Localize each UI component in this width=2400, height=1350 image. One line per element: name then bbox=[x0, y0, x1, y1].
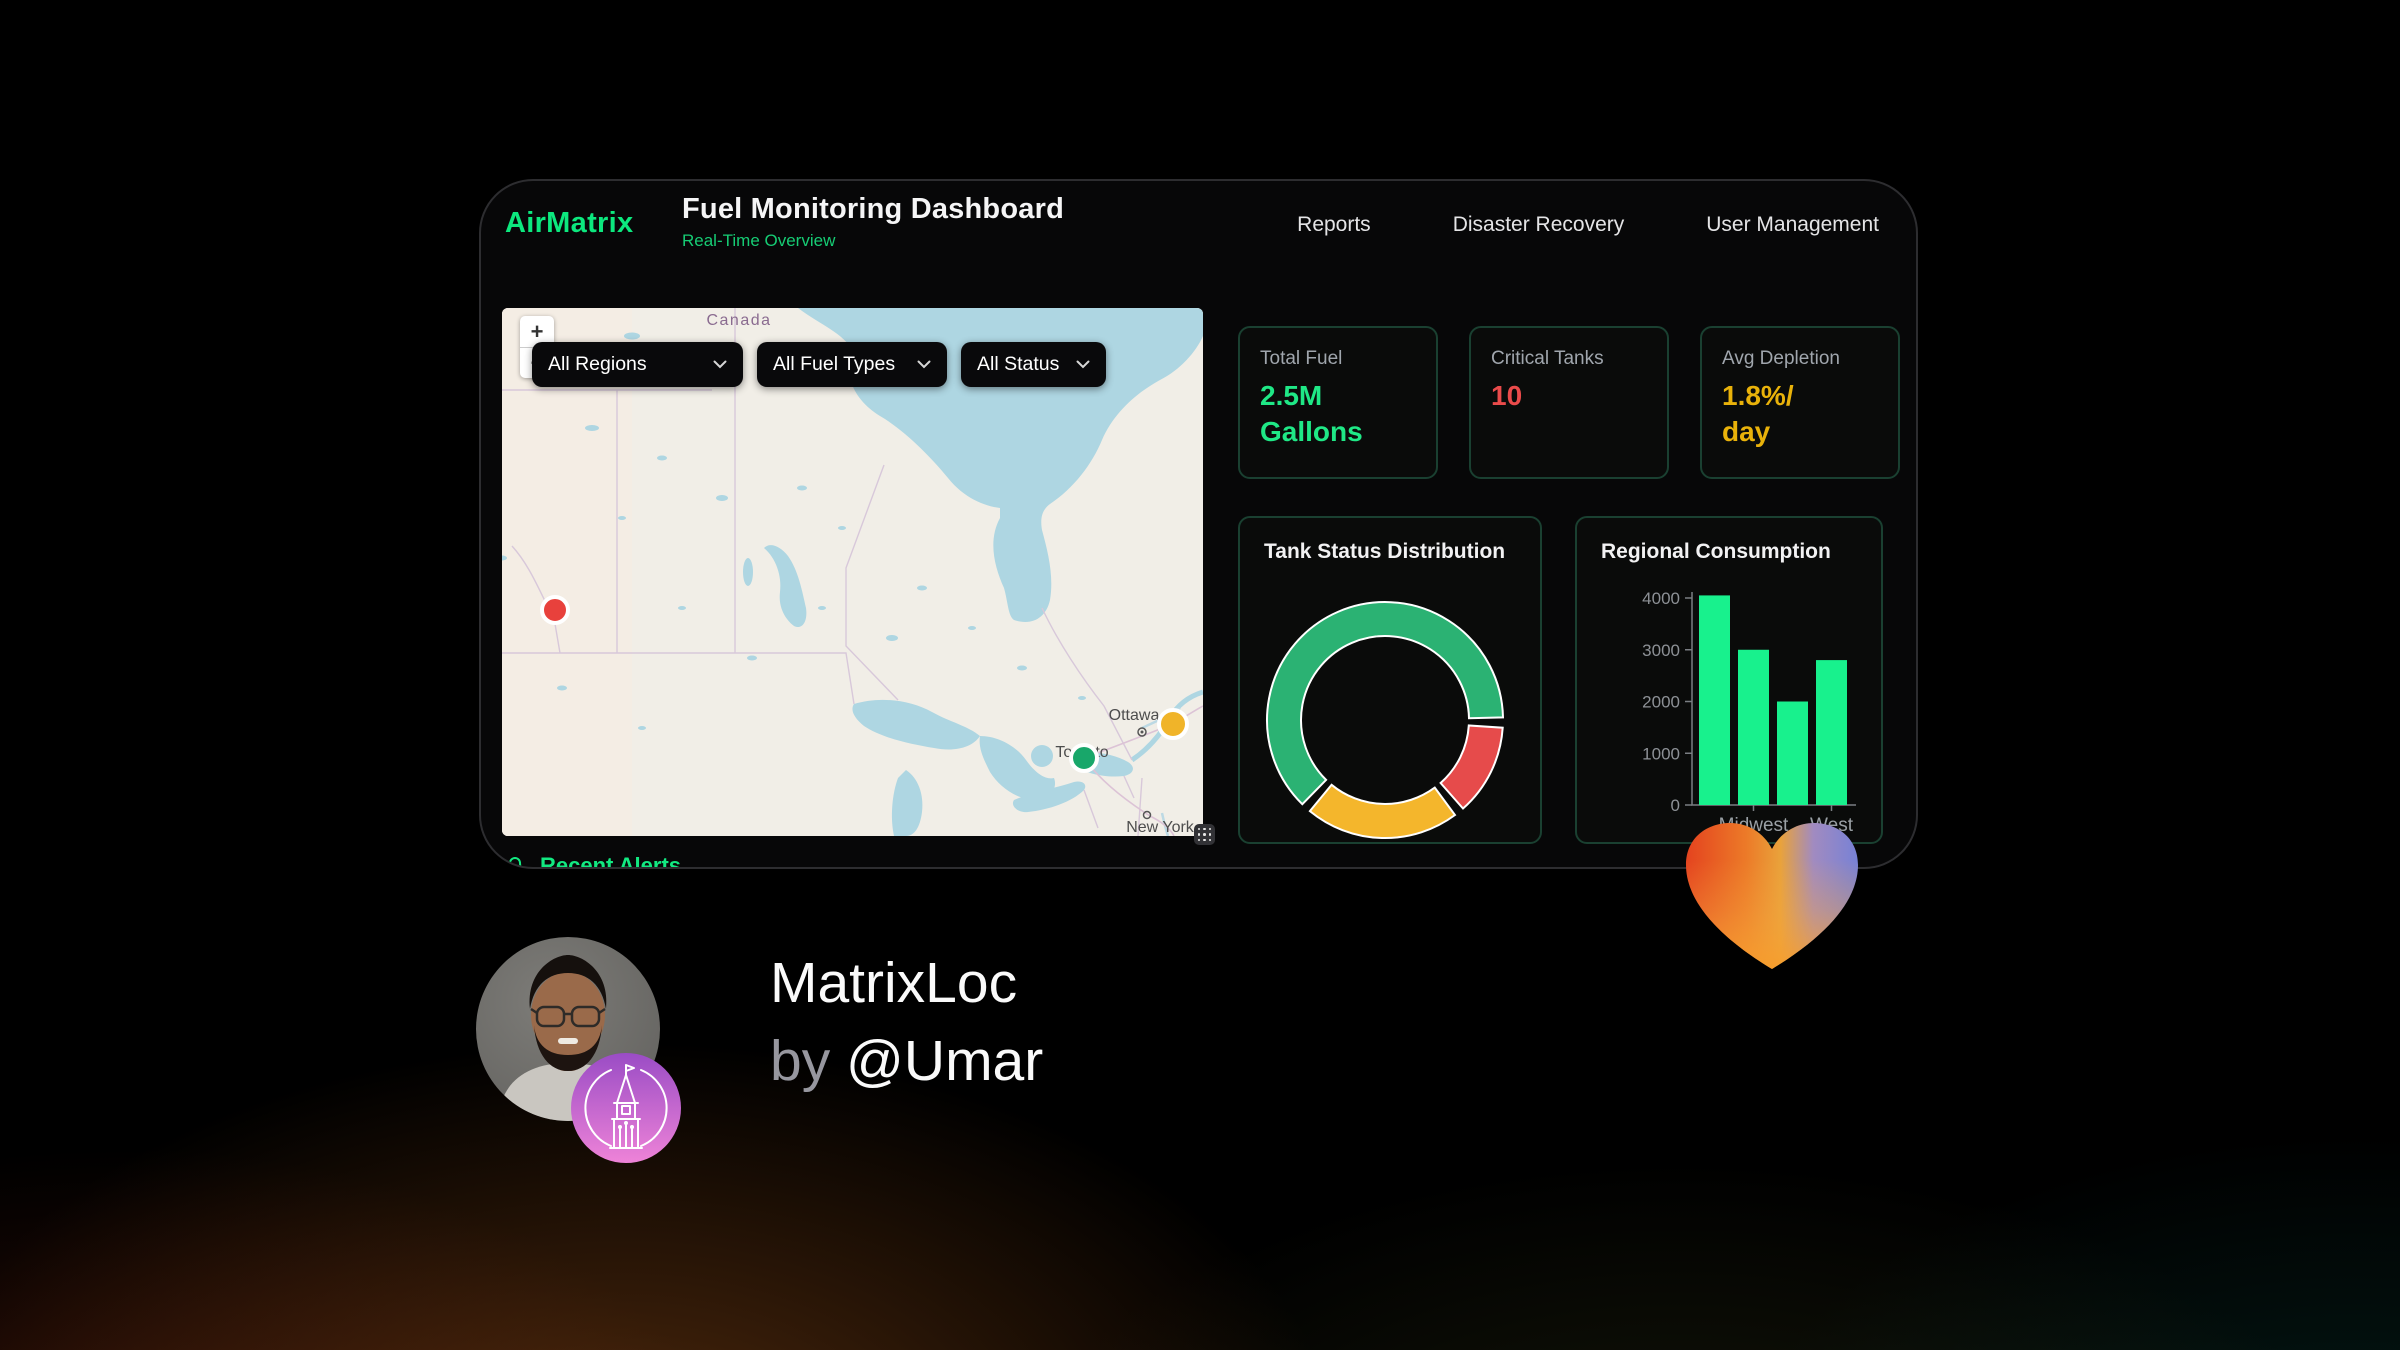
filter-all-status[interactable]: All Status bbox=[961, 342, 1106, 387]
stat-card-avg-depletion: Avg Depletion 1.8%/ day bbox=[1700, 326, 1900, 479]
credit-title: MatrixLoc bbox=[770, 951, 1018, 1015]
map-water-lake-michigan bbox=[891, 770, 923, 836]
filter-label: All Status bbox=[977, 353, 1060, 375]
stat-value-line: day bbox=[1722, 415, 1771, 447]
credit-author: @Umar bbox=[846, 1029, 1044, 1093]
svg-text:4000: 4000 bbox=[1642, 589, 1680, 608]
nav-item-user-management[interactable]: User Management bbox=[1706, 213, 1879, 236]
zoom-in-button[interactable]: + bbox=[530, 318, 544, 344]
svg-text:3000: 3000 bbox=[1642, 641, 1680, 660]
filter-label: All Regions bbox=[548, 353, 647, 375]
header-titles: Fuel Monitoring Dashboard Real-Time Over… bbox=[682, 193, 1064, 251]
filter-all-fuel-types[interactable]: All Fuel Types bbox=[757, 342, 947, 387]
city-dot-icon bbox=[1137, 727, 1147, 737]
donut-chart bbox=[1266, 601, 1505, 839]
stat-value-line: Gallons bbox=[1260, 415, 1363, 447]
chart-title: Tank Status Distribution bbox=[1264, 540, 1506, 563]
city-dot-icon bbox=[1142, 810, 1152, 820]
stat-label: Avg Depletion bbox=[1722, 348, 1840, 369]
svg-text:1000: 1000 bbox=[1642, 744, 1680, 763]
stat-value-line: 1.8%/ bbox=[1722, 380, 1794, 411]
chevron-down-icon bbox=[917, 360, 931, 369]
page-title: Fuel Monitoring Dashboard bbox=[682, 193, 1064, 225]
map-filters: All Regions All Fuel Types All Status bbox=[532, 342, 1106, 387]
recent-alerts-header: Recent Alerts bbox=[502, 853, 682, 869]
chevron-down-icon bbox=[713, 360, 727, 369]
bell-icon bbox=[508, 857, 522, 867]
map-water-lake-erie bbox=[1012, 781, 1086, 813]
stat-value: 2.5M Gallons bbox=[1260, 378, 1416, 450]
filter-label: All Fuel Types bbox=[773, 353, 896, 375]
map-canvas: Canada Ottawa Toronto New York bbox=[502, 308, 1203, 836]
fuel-map[interactable]: Canada Ottawa Toronto New York + − bbox=[502, 308, 1203, 836]
credit-by: by bbox=[770, 1029, 831, 1093]
drag-handle-grid-icon[interactable] bbox=[1194, 824, 1215, 845]
tank-marker-critical[interactable] bbox=[540, 595, 570, 625]
stat-value-line: 10 bbox=[1491, 380, 1523, 411]
stat-label: Total Fuel bbox=[1260, 348, 1343, 369]
avatar-glasses bbox=[530, 1005, 606, 1028]
stat-card-critical-tanks: Critical Tanks 10 bbox=[1469, 326, 1669, 479]
recent-alerts-title: Recent Alerts bbox=[540, 853, 682, 869]
map-water-lake-huron bbox=[979, 736, 1056, 800]
avatar-hair bbox=[529, 955, 607, 1009]
stat-card-total-fuel: Total Fuel 2.5M Gallons bbox=[1238, 326, 1438, 479]
tank-status-card: Tank Status Distribution bbox=[1238, 516, 1542, 844]
stat-cards: Total Fuel 2.5M Gallons Critical Tanks 1… bbox=[1238, 326, 1900, 479]
top-nav: Reports Disaster Recovery User Managemen… bbox=[1297, 213, 1879, 237]
tank-marker-normal[interactable] bbox=[1069, 743, 1099, 773]
city-dot-icon bbox=[1140, 730, 1144, 734]
map-city-new-york: New York bbox=[1126, 810, 1195, 836]
heart-icon bbox=[1686, 823, 1858, 969]
credit-text: MatrixLoc by @Umar bbox=[770, 944, 1043, 1100]
page-subtitle: Real-Time Overview bbox=[682, 231, 836, 250]
stat-value-line: 2.5M bbox=[1260, 380, 1323, 411]
map-city-ottawa: Ottawa bbox=[1109, 707, 1160, 737]
map-label-new-york: New York bbox=[1126, 819, 1195, 836]
map-label-canada: Canada bbox=[706, 312, 771, 329]
svg-text:2000: 2000 bbox=[1642, 693, 1680, 712]
tower-icon bbox=[584, 1064, 668, 1149]
svg-text:0: 0 bbox=[1671, 796, 1680, 815]
stat-value: 1.8%/ day bbox=[1722, 378, 1878, 450]
nav-item-disaster-recovery[interactable]: Disaster Recovery bbox=[1452, 213, 1625, 236]
stat-label: Critical Tanks bbox=[1491, 348, 1604, 369]
avatar-beard bbox=[534, 1025, 602, 1071]
map-label-ottawa: Ottawa bbox=[1109, 707, 1160, 724]
filter-all-regions[interactable]: All Regions bbox=[532, 342, 743, 387]
dashboard-window: AirMatrix Fuel Monitoring Dashboard Real… bbox=[479, 179, 1918, 869]
stat-value: 10 bbox=[1491, 378, 1647, 414]
map-water-georgian-bay bbox=[1031, 745, 1053, 767]
map-water-small-lake bbox=[743, 558, 753, 586]
regional-consumption-card: Regional Consumption 0 1000 2000 3000 4000 Mi… bbox=[1575, 516, 1883, 844]
map-borders bbox=[502, 308, 1143, 836]
chevron-down-icon bbox=[1076, 360, 1090, 369]
map-land-west bbox=[502, 308, 632, 836]
tower-badge bbox=[571, 1053, 681, 1163]
map-water-lake-superior bbox=[852, 699, 980, 750]
chart-title: Regional Consumption bbox=[1601, 540, 1831, 563]
credit-author-line: by @Umar bbox=[770, 1022, 1043, 1100]
nav-item-reports[interactable]: Reports bbox=[1297, 213, 1371, 236]
app-logo: AirMatrix bbox=[505, 207, 634, 239]
tank-marker-warning[interactable] bbox=[1157, 708, 1189, 740]
map-water-lake-winnipeg bbox=[764, 545, 807, 628]
